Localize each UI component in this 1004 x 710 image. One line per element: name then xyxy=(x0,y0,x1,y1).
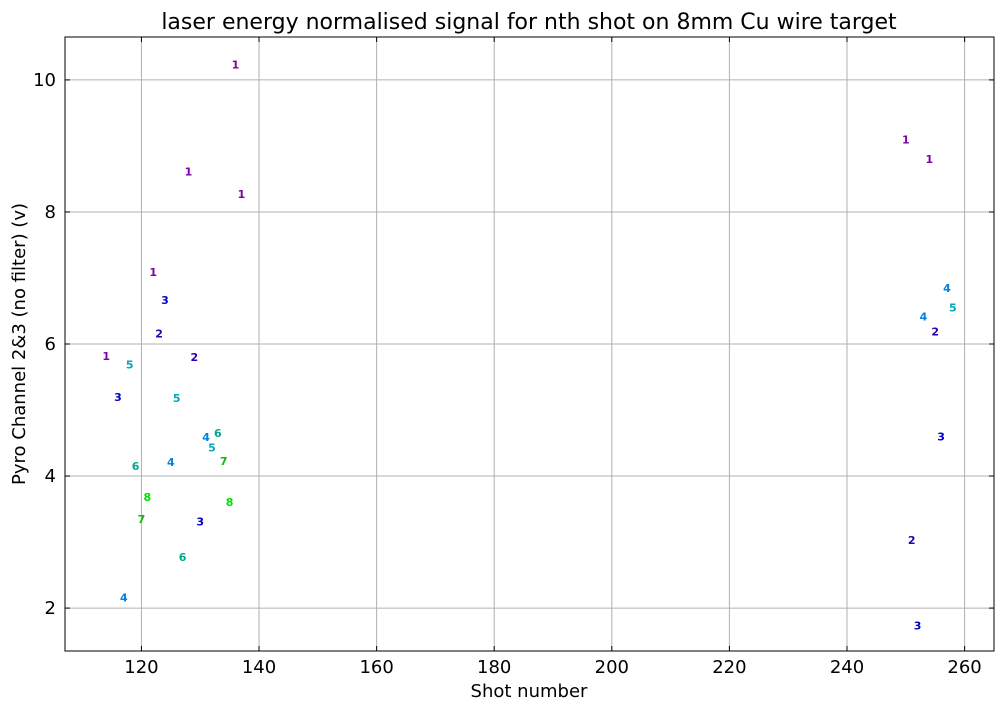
data-point: 3 xyxy=(937,430,945,443)
data-point: 4 xyxy=(943,282,951,295)
x-tick-label: 180 xyxy=(477,657,511,678)
grid xyxy=(65,37,994,651)
data-point: 8 xyxy=(143,491,151,504)
data-point: 7 xyxy=(220,455,228,468)
data-point: 1 xyxy=(902,133,910,146)
data-point: 4 xyxy=(167,456,175,469)
plot-frame xyxy=(64,36,995,652)
data-point: 6 xyxy=(132,460,140,473)
data-point: 7 xyxy=(138,513,146,526)
x-tick-label: 120 xyxy=(124,657,158,678)
x-tick-label: 140 xyxy=(242,657,276,678)
x-tick-label: 220 xyxy=(712,657,746,678)
data-point: 2 xyxy=(155,327,163,340)
data-point: 3 xyxy=(114,391,122,404)
data-point: 1 xyxy=(102,350,110,363)
x-axis-label: Shot number xyxy=(471,681,588,702)
data-point: 3 xyxy=(161,294,169,307)
x-tick-label: 240 xyxy=(830,657,864,678)
data-point: 3 xyxy=(196,516,204,529)
x-tick-label: 260 xyxy=(947,657,981,678)
data-point: 6 xyxy=(214,427,222,440)
data-point: 1 xyxy=(238,188,246,201)
x-tick-label: 200 xyxy=(595,657,629,678)
y-axis-label: Pyro Channel 2&3 (no filter) (v) xyxy=(9,203,30,485)
y-tick-label: 6 xyxy=(45,334,56,355)
data-point: 5 xyxy=(126,358,134,371)
chart-title: laser energy normalised signal for nth s… xyxy=(161,10,897,35)
data-point: 5 xyxy=(208,442,216,455)
y-tick-label: 8 xyxy=(45,202,56,223)
data-point: 4 xyxy=(202,431,210,444)
data-point: 2 xyxy=(931,325,939,338)
data-point: 1 xyxy=(149,266,157,279)
y-tick-label: 2 xyxy=(45,598,56,619)
data-point: 2 xyxy=(191,351,199,364)
data-point: 1 xyxy=(185,166,193,179)
data-point: 1 xyxy=(232,59,240,72)
data-point: 6 xyxy=(179,551,187,564)
data-point: 2 xyxy=(908,534,916,547)
data-point: 5 xyxy=(949,302,957,315)
data-point: 4 xyxy=(920,310,928,323)
data-point: 1 xyxy=(925,153,933,166)
data-point: 4 xyxy=(120,592,128,605)
data-point: 5 xyxy=(173,392,181,405)
data-point: 8 xyxy=(226,496,234,509)
x-tick-label: 160 xyxy=(359,657,393,678)
data-point: 3 xyxy=(914,619,922,632)
y-tick-label: 10 xyxy=(33,70,56,91)
y-tick-label: 4 xyxy=(45,466,56,487)
